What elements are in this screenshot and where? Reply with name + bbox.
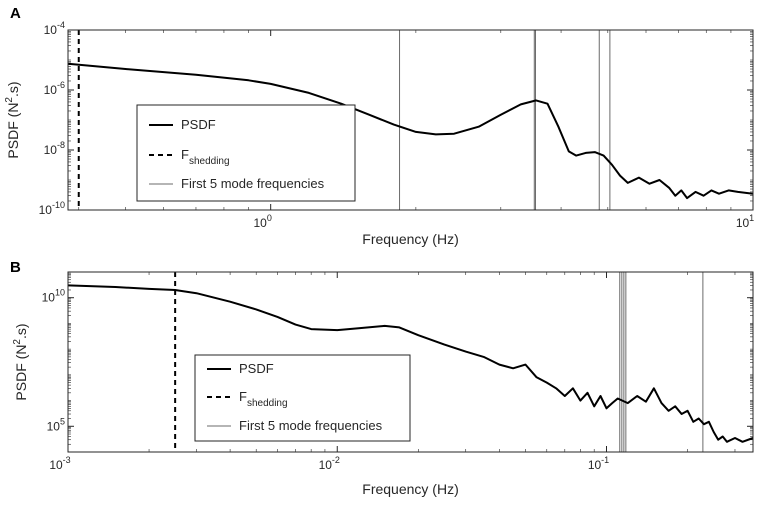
y-axis-label: PSDF (N2.s)	[4, 81, 21, 158]
legend-label: PSDF	[239, 361, 274, 376]
panel-letter: B	[10, 259, 21, 276]
psdf-series-line	[68, 284, 753, 443]
y-tick-label: 105	[47, 416, 65, 433]
y-tick-label: 10-4	[44, 20, 65, 37]
legend-label: Fshedding	[239, 389, 288, 409]
x-tick-label: 101	[736, 213, 754, 230]
legend: PSDF Fshedding First 5 mode frequencies	[194, 354, 411, 442]
y-tick-label: 10-8	[44, 140, 65, 157]
y-tick-label: 1010	[42, 288, 65, 305]
legend-label: Fshedding	[181, 147, 230, 167]
legend-entry: Fshedding	[149, 147, 230, 167]
legend-label: First 5 mode frequencies	[239, 418, 383, 433]
plot-frame	[67, 29, 754, 211]
legend-entry: PSDF	[207, 361, 274, 376]
panel-a: A 100 101 10-10 10-8 10-6 10-4 Frequency (Hz) PS…	[4, 5, 754, 247]
legend: PSDF Fshedding First 5 mode frequencies	[136, 104, 356, 202]
x-tick-label: 100	[253, 213, 271, 230]
y-tick-label: 10-10	[39, 200, 65, 217]
legend-label: PSDF	[181, 117, 216, 132]
legend-entry: First 5 mode frequencies	[149, 176, 325, 191]
panel-letter: A	[10, 5, 21, 22]
plot-frame	[67, 271, 754, 453]
y-axis-label: PSDF (N2.s)	[12, 323, 29, 400]
x-tick-label: 10-1	[588, 455, 609, 472]
legend-label: First 5 mode frequencies	[181, 176, 325, 191]
legend-entry: Fshedding	[207, 389, 288, 409]
panel-b: B 10-3 10-2 10-1 105 1010 Frequency (Hz) PSDF (…	[10, 259, 754, 497]
x-axis-label: Frequency (Hz)	[362, 231, 458, 247]
legend-entry: First 5 mode frequencies	[207, 418, 383, 433]
x-tick-label: 10-2	[319, 455, 340, 472]
legend-entry: PSDF	[149, 117, 216, 132]
y-tick-label: 10-6	[44, 80, 65, 97]
x-tick-label: 10-3	[49, 455, 70, 472]
x-axis-label: Frequency (Hz)	[362, 481, 458, 497]
